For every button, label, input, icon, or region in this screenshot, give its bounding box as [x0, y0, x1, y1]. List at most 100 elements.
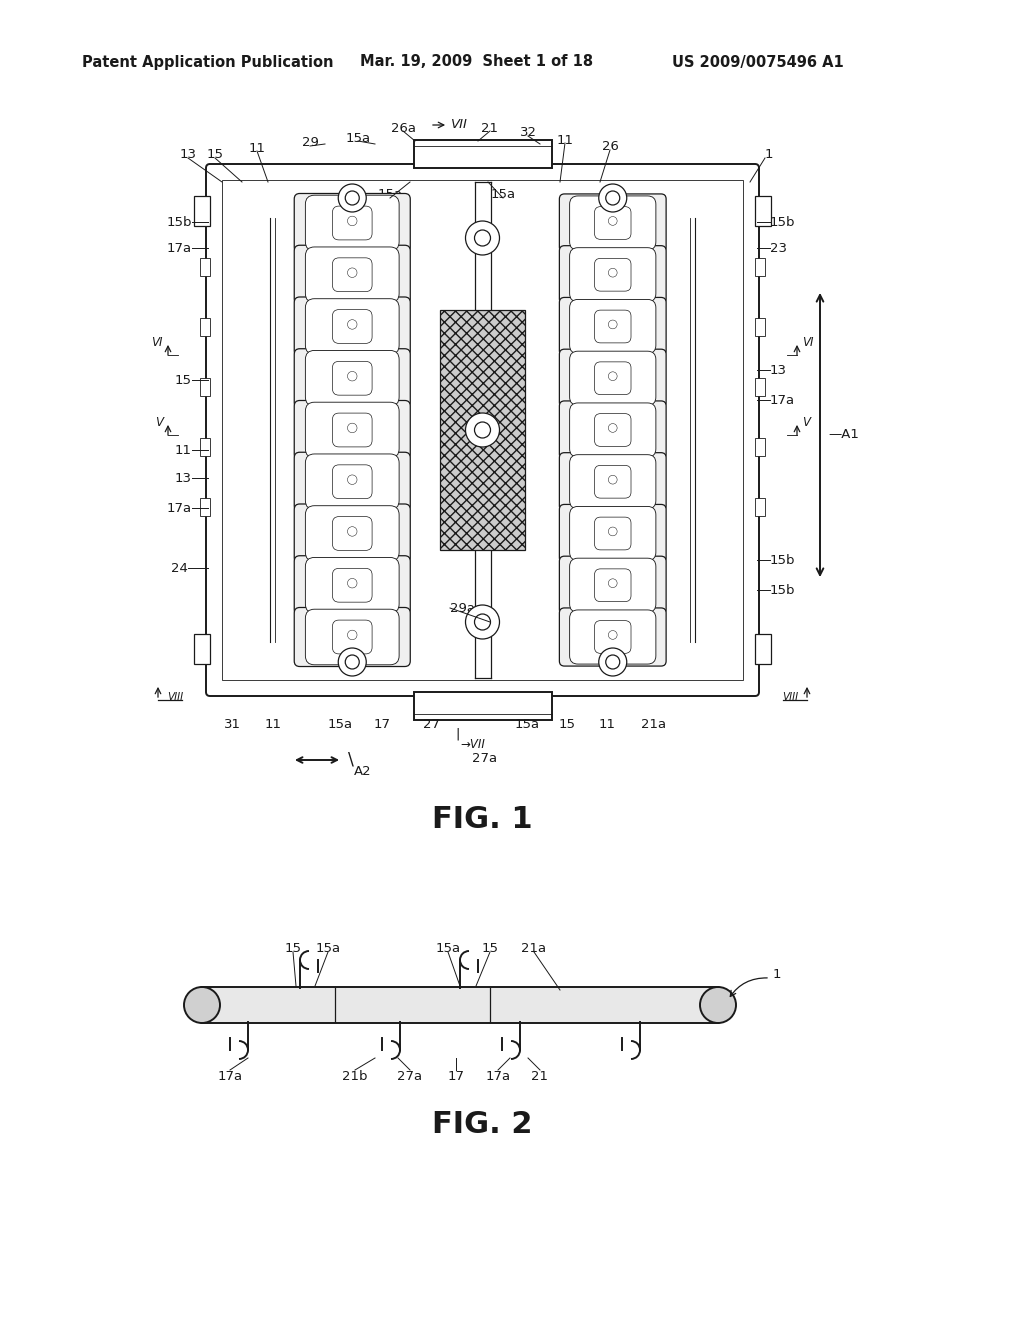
Circle shape — [347, 216, 357, 226]
Bar — [222, 180, 743, 680]
Text: →VII: →VII — [460, 738, 485, 751]
Text: 15: 15 — [175, 374, 193, 387]
Text: 21: 21 — [481, 121, 499, 135]
FancyBboxPatch shape — [305, 403, 399, 458]
FancyBboxPatch shape — [569, 195, 656, 249]
Text: 13: 13 — [179, 149, 197, 161]
Text: 26: 26 — [601, 140, 618, 153]
FancyBboxPatch shape — [595, 362, 631, 395]
Circle shape — [347, 371, 357, 381]
Text: 15b: 15b — [770, 583, 796, 597]
Circle shape — [466, 605, 500, 639]
Text: 15b: 15b — [770, 215, 796, 228]
Circle shape — [345, 191, 359, 205]
Bar — [200, 498, 210, 516]
FancyBboxPatch shape — [305, 247, 399, 302]
FancyBboxPatch shape — [595, 517, 631, 550]
FancyBboxPatch shape — [559, 504, 667, 562]
Circle shape — [184, 987, 220, 1023]
Text: 17a: 17a — [770, 393, 795, 407]
FancyBboxPatch shape — [305, 454, 399, 510]
Text: VI: VI — [152, 335, 163, 348]
Bar — [200, 318, 210, 337]
Text: 11: 11 — [264, 718, 282, 731]
FancyBboxPatch shape — [569, 610, 656, 664]
Circle shape — [608, 631, 617, 639]
Bar — [200, 438, 210, 455]
Text: 15a: 15a — [345, 132, 371, 144]
Circle shape — [345, 655, 359, 669]
Text: US 2009/0075496 A1: US 2009/0075496 A1 — [672, 54, 844, 70]
Text: 29a: 29a — [450, 602, 475, 615]
FancyBboxPatch shape — [305, 298, 399, 354]
Bar — [200, 378, 210, 396]
Text: 17: 17 — [374, 718, 390, 731]
FancyBboxPatch shape — [294, 246, 411, 305]
FancyBboxPatch shape — [559, 556, 667, 614]
Text: 15a: 15a — [514, 718, 540, 731]
FancyBboxPatch shape — [294, 400, 411, 459]
Text: V: V — [802, 416, 810, 429]
FancyBboxPatch shape — [201, 987, 719, 1023]
FancyBboxPatch shape — [333, 362, 372, 395]
FancyBboxPatch shape — [559, 350, 667, 408]
Text: 15a: 15a — [315, 941, 341, 954]
Text: 17a: 17a — [167, 502, 193, 515]
Text: 15: 15 — [481, 941, 499, 954]
FancyBboxPatch shape — [595, 620, 631, 653]
Bar — [414, 692, 552, 719]
Text: 11: 11 — [249, 141, 265, 154]
Circle shape — [608, 424, 617, 433]
Text: 15: 15 — [558, 718, 575, 731]
FancyBboxPatch shape — [559, 246, 667, 304]
Bar — [194, 195, 210, 226]
Bar — [200, 257, 210, 276]
FancyBboxPatch shape — [595, 259, 631, 292]
Text: 1: 1 — [765, 149, 773, 161]
Circle shape — [338, 183, 367, 213]
Circle shape — [700, 987, 736, 1023]
FancyBboxPatch shape — [333, 516, 372, 550]
FancyBboxPatch shape — [294, 504, 411, 564]
Circle shape — [606, 655, 620, 669]
FancyBboxPatch shape — [333, 569, 372, 602]
Circle shape — [347, 319, 357, 329]
Text: VII: VII — [451, 119, 468, 132]
FancyBboxPatch shape — [569, 300, 656, 354]
FancyBboxPatch shape — [595, 413, 631, 446]
FancyBboxPatch shape — [569, 507, 656, 561]
Text: 27: 27 — [424, 718, 440, 731]
FancyBboxPatch shape — [305, 506, 399, 561]
Circle shape — [606, 191, 620, 205]
FancyBboxPatch shape — [294, 297, 411, 356]
Text: \: \ — [348, 751, 354, 770]
FancyBboxPatch shape — [595, 569, 631, 602]
Text: FIG. 2: FIG. 2 — [432, 1110, 532, 1139]
FancyBboxPatch shape — [206, 164, 759, 696]
Text: 11: 11 — [598, 718, 615, 731]
Text: 13: 13 — [770, 363, 787, 376]
Text: 13: 13 — [175, 471, 193, 484]
Circle shape — [599, 183, 627, 213]
Text: 21a: 21a — [641, 718, 667, 731]
FancyBboxPatch shape — [559, 453, 667, 511]
FancyBboxPatch shape — [595, 466, 631, 498]
Text: 15a: 15a — [328, 718, 352, 731]
Text: FIG. 1: FIG. 1 — [432, 805, 532, 834]
Text: 15b: 15b — [770, 553, 796, 566]
FancyBboxPatch shape — [569, 454, 656, 508]
Bar — [755, 498, 765, 516]
FancyBboxPatch shape — [333, 413, 372, 447]
FancyBboxPatch shape — [559, 609, 667, 667]
Text: VI: VI — [802, 335, 813, 348]
Text: 17: 17 — [447, 1071, 465, 1082]
Text: 27a: 27a — [397, 1071, 423, 1082]
Text: Patent Application Publication: Patent Application Publication — [82, 54, 334, 70]
Circle shape — [608, 319, 617, 329]
Text: 15: 15 — [285, 941, 301, 954]
Circle shape — [347, 424, 357, 433]
FancyBboxPatch shape — [333, 620, 372, 653]
Text: VIII: VIII — [167, 692, 183, 702]
Text: 21a: 21a — [521, 941, 547, 954]
FancyBboxPatch shape — [569, 248, 656, 302]
